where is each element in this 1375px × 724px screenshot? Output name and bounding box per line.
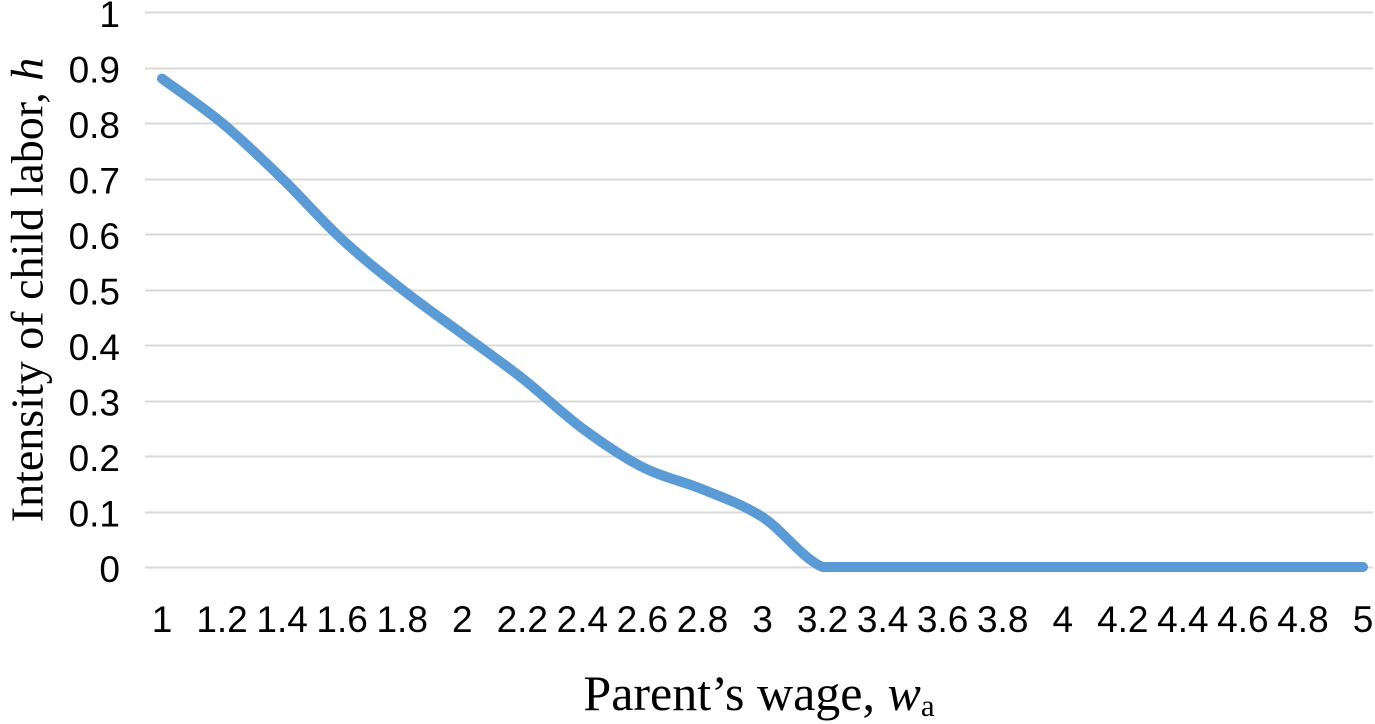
x-tick-label: 3.8 [977, 599, 1028, 640]
x-tick-label: 3.2 [797, 599, 848, 640]
y-tick-label: 0.1 [69, 494, 120, 535]
y-tick-label: 0.4 [69, 327, 120, 368]
x-tick-label: 2.4 [557, 599, 608, 640]
x-axis-title-variable: w [887, 665, 921, 721]
y-tick-label: 0 [99, 549, 120, 590]
x-tick-label: 2.6 [617, 599, 668, 640]
x-tick-label: 1.4 [256, 599, 307, 640]
x-tick-label: 1.8 [376, 599, 427, 640]
x-axis-title-subscript: a [920, 687, 935, 723]
x-tick-label: 1 [152, 599, 173, 640]
y-axis-title-text: Intensity of child labor, [1, 80, 53, 523]
y-tick-label: 0.5 [69, 272, 120, 313]
x-tick-label: 1.6 [316, 599, 367, 640]
x-axis-title-text: Parent’s wage, [583, 665, 888, 721]
y-tick-label: 0.7 [69, 161, 120, 202]
x-tick-label: 5 [1353, 599, 1374, 640]
y-tick-label: 0.6 [69, 216, 120, 257]
x-tick-label: 2.8 [677, 599, 728, 640]
x-tick-label: 4.8 [1277, 599, 1328, 640]
y-axis-title-variable: h [1, 57, 53, 81]
y-tick-label: 0.9 [69, 50, 120, 91]
x-tick-label: 4.4 [1157, 599, 1208, 640]
x-axis-title: Parent’s wage, wa [145, 664, 1373, 723]
x-tick-label: 2.2 [497, 599, 548, 640]
x-tick-label: 2 [452, 599, 473, 640]
data-line-series [157, 73, 1368, 572]
x-tick-label: 3.6 [917, 599, 968, 640]
x-tick-label: 4 [1052, 599, 1073, 640]
y-tick-label: 0.3 [69, 383, 120, 424]
y-axis-title: Intensity of child labor, h [1, 58, 54, 522]
x-tick-label: 3 [752, 599, 773, 640]
x-tick-label: 4.6 [1217, 599, 1268, 640]
x-tick-label: 3.4 [857, 599, 908, 640]
y-tick-label: 0.8 [69, 105, 120, 146]
x-tick-label: 4.2 [1097, 599, 1148, 640]
y-tick-label: 0.2 [69, 438, 120, 479]
y-tick-label: 1 [99, 0, 120, 35]
x-tick-label: 1.2 [196, 599, 247, 640]
